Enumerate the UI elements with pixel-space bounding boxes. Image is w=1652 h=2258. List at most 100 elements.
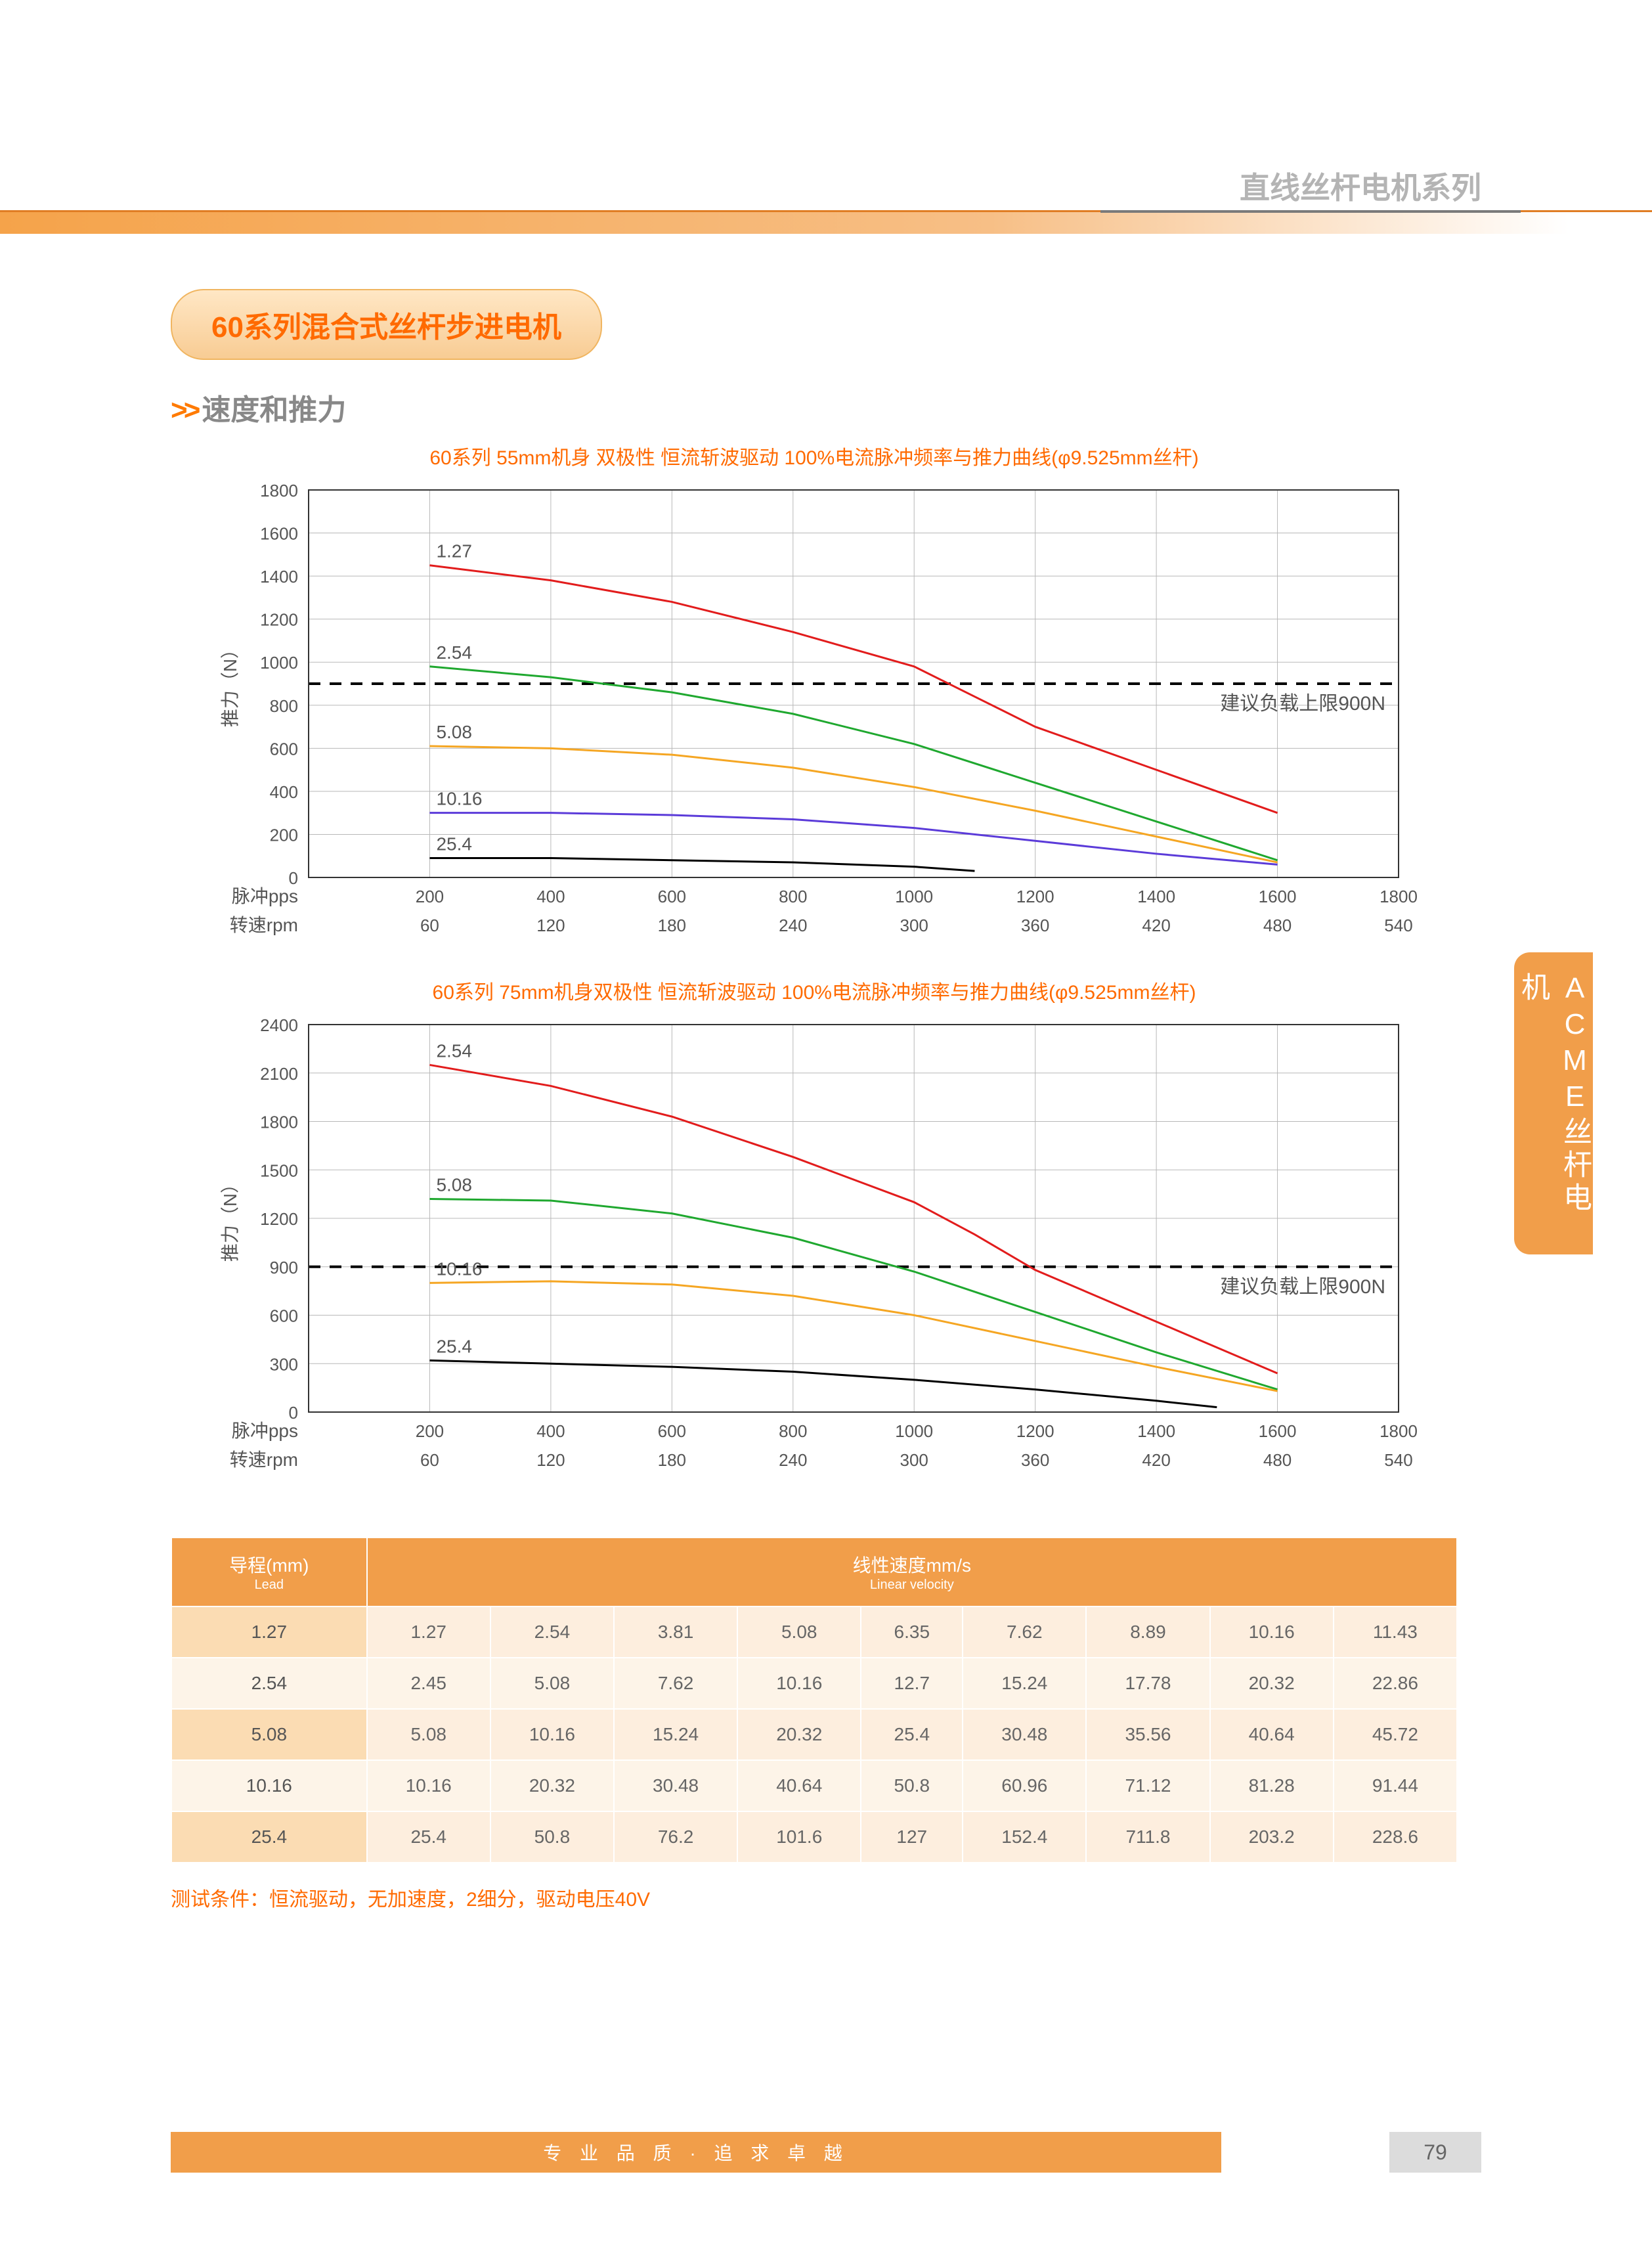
svg-text:800: 800 — [779, 887, 807, 906]
cell: 228.6 — [1334, 1811, 1457, 1863]
svg-text:推力（N）: 推力（N） — [220, 1175, 240, 1262]
cell: 2.54 — [490, 1606, 614, 1658]
svg-text:2400: 2400 — [260, 1015, 298, 1035]
velocity-table: 导程(mm)Lead线性速度mm/sLinear velocity1.271.2… — [171, 1537, 1458, 1863]
cell: 60.96 — [963, 1760, 1086, 1811]
svg-text:1600: 1600 — [1259, 887, 1297, 906]
svg-text:200: 200 — [416, 1421, 444, 1441]
svg-text:1200: 1200 — [1016, 1421, 1054, 1441]
cell-lead: 25.4 — [171, 1811, 367, 1863]
main-content: 60系列混合式丝杆步进电机 >>速度和推力 60系列 55mm机身 双极性 恒流… — [171, 289, 1458, 1912]
cell: 3.81 — [614, 1606, 737, 1658]
cell-lead: 1.27 — [171, 1606, 367, 1658]
svg-text:1400: 1400 — [260, 567, 298, 587]
svg-text:480: 480 — [1263, 1450, 1292, 1470]
chart-1: 0200400600800100012001400160018002006040… — [190, 477, 1438, 963]
svg-text:480: 480 — [1263, 916, 1292, 935]
cell: 127 — [861, 1811, 963, 1863]
cell: 2.45 — [367, 1658, 490, 1709]
svg-text:1500: 1500 — [260, 1161, 298, 1180]
table-row: 10.1610.1620.3230.4840.6450.860.9671.128… — [171, 1760, 1457, 1811]
svg-text:800: 800 — [270, 696, 298, 716]
side-tab: ACME丝杆电机 — [1514, 952, 1593, 1254]
svg-text:脉冲pps: 脉冲pps — [232, 886, 298, 906]
cell: 10.16 — [367, 1760, 490, 1811]
cell: 17.78 — [1086, 1658, 1209, 1709]
svg-text:1800: 1800 — [260, 1113, 298, 1132]
cell: 20.32 — [737, 1709, 861, 1760]
svg-text:1000: 1000 — [260, 653, 298, 673]
svg-text:360: 360 — [1021, 916, 1049, 935]
svg-text:120: 120 — [536, 916, 565, 935]
svg-text:5.08: 5.08 — [436, 722, 472, 742]
table-row: 2.542.455.087.6210.1612.715.2417.7820.32… — [171, 1658, 1457, 1709]
svg-text:1200: 1200 — [1016, 887, 1054, 906]
svg-text:1400: 1400 — [1137, 887, 1175, 906]
svg-text:1200: 1200 — [260, 610, 298, 630]
svg-text:600: 600 — [658, 1421, 686, 1441]
cell: 30.48 — [963, 1709, 1086, 1760]
page-number: 79 — [1389, 2132, 1481, 2173]
series-header: 直线丝杆电机系列 — [1240, 164, 1481, 208]
th-velocity: 线性速度mm/sLinear velocity — [367, 1538, 1457, 1606]
cell: 7.62 — [963, 1606, 1086, 1658]
cell: 8.89 — [1086, 1606, 1209, 1658]
svg-text:540: 540 — [1384, 1450, 1412, 1470]
product-title: 60系列混合式丝杆步进电机 — [171, 289, 602, 360]
svg-text:900: 900 — [270, 1258, 298, 1277]
svg-text:540: 540 — [1384, 916, 1412, 935]
svg-text:200: 200 — [416, 887, 444, 906]
svg-text:420: 420 — [1142, 1450, 1170, 1470]
chart-2-wrap: 60系列 75mm机身双极性 恒流斩波驱动 100%电流脉冲频率与推力曲线(φ9… — [171, 976, 1458, 1497]
svg-text:1800: 1800 — [1380, 1421, 1418, 1441]
svg-text:400: 400 — [270, 782, 298, 802]
cell: 12.7 — [861, 1658, 963, 1709]
svg-text:1000: 1000 — [895, 1421, 933, 1441]
subsection-heading: >>速度和推力 — [171, 386, 1458, 428]
svg-text:600: 600 — [658, 887, 686, 906]
cell-lead: 5.08 — [171, 1709, 367, 1760]
svg-text:脉冲pps: 脉冲pps — [232, 1421, 298, 1441]
svg-text:300: 300 — [270, 1354, 298, 1374]
table-row: 1.271.272.543.815.086.357.628.8910.1611.… — [171, 1606, 1457, 1658]
svg-text:2100: 2100 — [260, 1064, 298, 1084]
svg-text:10.16: 10.16 — [436, 789, 482, 809]
cell: 5.08 — [737, 1606, 861, 1658]
svg-text:0: 0 — [289, 868, 298, 888]
table-row: 25.425.450.876.2101.6127152.4711.8203.22… — [171, 1811, 1457, 1863]
svg-text:300: 300 — [900, 916, 928, 935]
cell: 15.24 — [963, 1658, 1086, 1709]
svg-text:转速rpm: 转速rpm — [230, 915, 298, 935]
cell: 35.56 — [1086, 1709, 1209, 1760]
svg-text:400: 400 — [536, 887, 565, 906]
svg-text:推力（N）: 推力（N） — [220, 640, 240, 727]
top-stripe — [0, 210, 1652, 234]
svg-text:25.4: 25.4 — [436, 834, 472, 854]
cell: 25.4 — [861, 1709, 963, 1760]
svg-text:1400: 1400 — [1137, 1421, 1175, 1441]
cell: 25.4 — [367, 1811, 490, 1863]
svg-text:1600: 1600 — [260, 524, 298, 544]
cell: 30.48 — [614, 1760, 737, 1811]
cell: 20.32 — [1210, 1658, 1334, 1709]
cell: 50.8 — [490, 1811, 614, 1863]
svg-text:240: 240 — [779, 1450, 807, 1470]
cell: 40.64 — [737, 1760, 861, 1811]
svg-text:300: 300 — [900, 1450, 928, 1470]
svg-text:0: 0 — [289, 1403, 298, 1423]
cell: 22.86 — [1334, 1658, 1457, 1709]
svg-text:1200: 1200 — [260, 1209, 298, 1229]
cell: 11.43 — [1334, 1606, 1457, 1658]
chart-1-title: 60系列 55mm机身 双极性 恒流斩波驱动 100%电流脉冲频率与推力曲线(φ… — [171, 441, 1458, 470]
cell: 91.44 — [1334, 1760, 1457, 1811]
svg-text:400: 400 — [536, 1421, 565, 1441]
chart-1-wrap: 60系列 55mm机身 双极性 恒流斩波驱动 100%电流脉冲频率与推力曲线(φ… — [171, 441, 1458, 963]
cell: 40.64 — [1210, 1709, 1334, 1760]
cell: 10.16 — [1210, 1606, 1334, 1658]
chevron-icon: >> — [171, 394, 196, 426]
cell: 71.12 — [1086, 1760, 1209, 1811]
svg-text:360: 360 — [1021, 1450, 1049, 1470]
table-row: 5.085.0810.1615.2420.3225.430.4835.5640.… — [171, 1709, 1457, 1760]
cell: 45.72 — [1334, 1709, 1457, 1760]
svg-text:600: 600 — [270, 1306, 298, 1326]
